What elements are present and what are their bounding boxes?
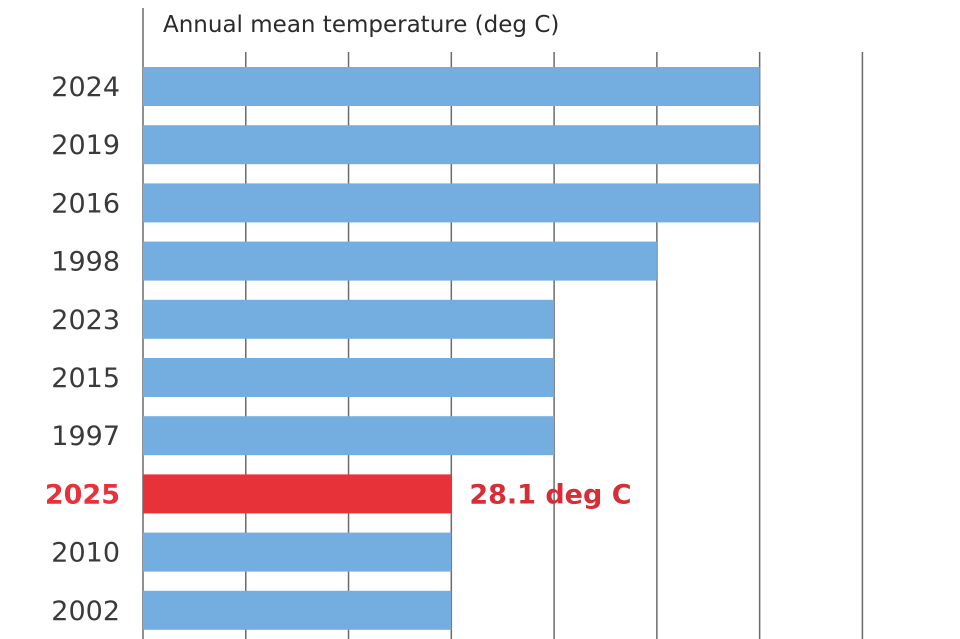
bar-2010	[143, 532, 452, 572]
category-label-2015: 2015	[51, 363, 120, 394]
bar-1997	[143, 416, 555, 456]
bars	[143, 67, 760, 630]
category-label-2002: 2002	[51, 596, 120, 627]
bar-highlight-2025	[143, 474, 452, 514]
category-label-2025: 2025	[45, 479, 120, 510]
category-labels: 2024 2019 2016 1998 2023 2015 1997 2025 2010 2002	[45, 72, 120, 627]
bar-2024	[143, 67, 760, 106]
bar-1998	[143, 241, 657, 281]
category-label-2024: 2024	[51, 72, 120, 103]
category-label-1998: 1998	[51, 247, 120, 278]
bar-2019	[143, 125, 760, 165]
bar-2002	[143, 590, 452, 630]
category-label-2023: 2023	[51, 305, 120, 336]
category-label-2010: 2010	[51, 538, 120, 569]
bar-2016	[143, 183, 760, 223]
category-label-2016: 2016	[51, 188, 120, 219]
bar-2015	[143, 358, 555, 397]
chart-title: Annual mean temperature (deg C)	[163, 12, 559, 38]
bar-2023	[143, 299, 555, 339]
category-label-1997: 1997	[51, 421, 120, 452]
highlight-value-label: 28.1 deg C	[469, 479, 631, 510]
category-label-2019: 2019	[51, 130, 120, 161]
